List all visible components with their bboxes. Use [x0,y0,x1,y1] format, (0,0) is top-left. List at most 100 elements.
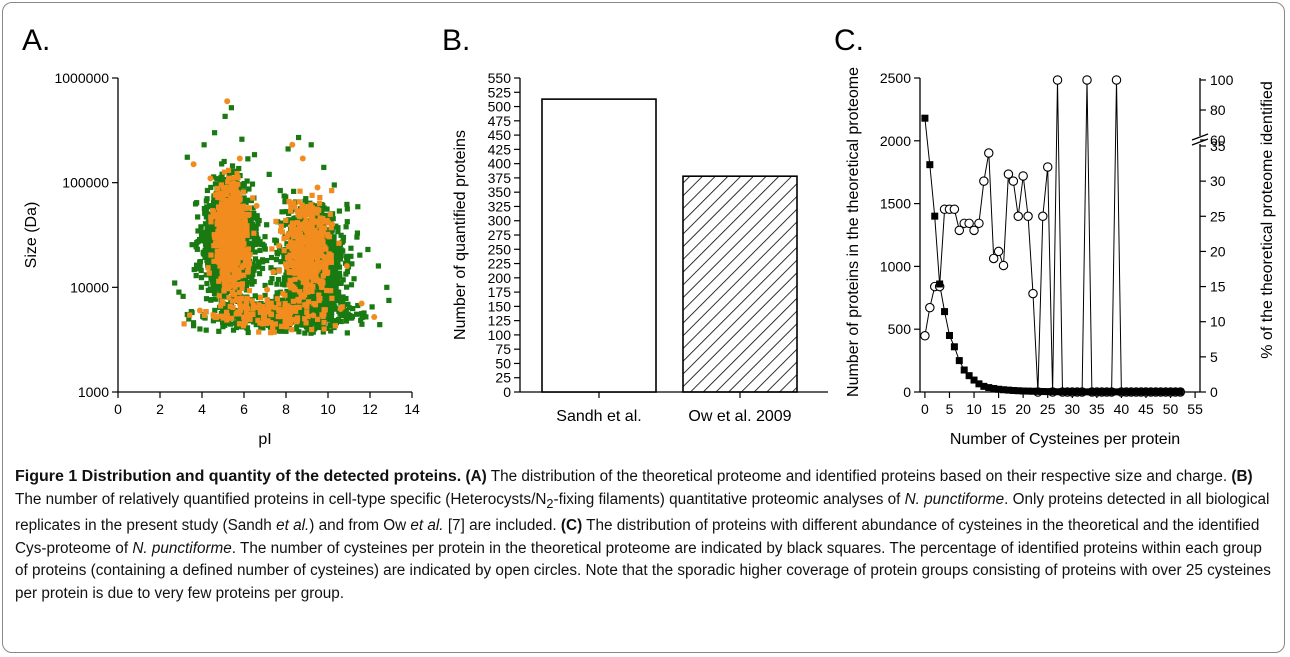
panel-a-green-point [276,317,283,323]
panel-c-right-tick-label: 20 [1210,243,1226,259]
panel-a-green-point [255,221,261,227]
panel-a-green-point [236,165,242,172]
panel-a-orange-point [317,222,323,228]
panel-a-green-point [250,205,256,211]
panel-c-square-marker [1004,386,1012,394]
panel-c-square-marker [960,366,968,374]
panel-a-orange-point [304,309,310,315]
panel-a-green-point [252,293,258,299]
panel-a-x-tick-label: 6 [240,401,248,417]
panel-c-right-tick-label: 15 [1210,279,1226,295]
panel-a-orange-point [343,262,350,269]
panel-a-green-point [262,282,268,289]
panel-a-orange-point [295,260,301,267]
panel-a-orange-point [298,271,304,277]
panel-a-orange-point [227,216,233,222]
panel-a-green-point [305,327,311,333]
panel-a-orange-point [371,314,378,321]
panel-a-orange-point [201,312,208,318]
panel-a-orange-point [242,257,249,264]
panel-a-orange-point [239,285,245,291]
panel-a-green-point [297,307,303,314]
panel-c-square-marker [1083,388,1091,396]
panel-a-green-point [219,161,225,167]
panel-a-orange-point [318,233,325,239]
panel-c-square-marker [990,384,998,392]
panel-c-circle-marker [964,218,974,229]
panel-a-orange-point [239,264,245,270]
panel-a-orange-point [321,326,327,332]
panel-a-orange-point [246,261,253,267]
panel-a-green-point [344,253,350,259]
panel-a-green-point [297,312,303,318]
panel-a-orange-point [307,230,313,237]
panel-a-green-point [333,264,340,270]
panel-a-green-point [212,307,218,314]
panel-a-orange-point [243,205,249,211]
panel-a-orange-point [232,251,238,257]
panel-a-orange-point [294,233,301,239]
panel-a-orange-point [250,311,256,317]
panel-a-orange-point [294,208,300,214]
panel-c-square-marker [1147,388,1155,396]
panel-a-green-point [346,305,352,311]
panel-c-circle-marker [988,253,999,264]
panel-c-circle-marker [969,225,979,236]
panel-a-green-point [255,259,261,266]
panel-c-square-marker [970,376,978,384]
panel-c-square-marker [1152,388,1160,396]
panel-c-circle-marker [974,218,984,229]
panel-a-orange-point [319,246,325,253]
panel-a-orange-point [223,309,230,315]
panel-a-orange-point [218,182,224,188]
panel-a-orange-point [215,194,221,201]
panel-a-green-point [306,324,312,330]
panel-a-orange-point [208,252,214,258]
panel-a-orange-point [274,296,280,302]
panel-a-orange-point [265,303,271,309]
panel-a-green-point [327,317,333,323]
panel-a-orange-point [279,229,285,235]
panel-c-square-marker [1063,388,1071,396]
panel-a-green-point [281,275,288,281]
panel-a-green-point [229,163,236,169]
panel-a-orange-point [251,230,257,236]
panel-a-green-point [212,130,218,136]
panel-c-circle-line [924,79,1181,393]
panel-a-green-point [336,250,342,256]
panel-b-y-tick-label: 250 [488,241,512,257]
panel-b-y-tick-label: 325 [488,198,512,214]
panel-a-orange-point [283,264,290,270]
panel-a-orange-point [237,243,243,249]
panel-a-orange-point [221,203,227,210]
panel-c-right-tick-label: 100 [1210,72,1234,88]
panel-a-green-point [291,215,297,222]
panel-a-green-point [325,266,332,272]
panel-a-orange-point [278,223,284,229]
panel-a-green-point [317,270,323,276]
panel-a-green-point [244,178,250,184]
panel-a-green-point [343,308,349,314]
panel-a-orange-point [218,241,224,247]
panel-a-orange-point [232,209,238,215]
panel-c-square-marker [926,161,934,169]
panel-a-green-point [338,300,344,306]
panel-a-green-point [213,208,219,214]
panel-a-green-point [278,220,284,226]
panel-a-green-point [344,330,350,336]
panel-a-green-point [328,298,334,304]
panel-a-green-point [274,249,280,256]
panel-c-right-tick-label: 35 [1210,138,1226,154]
panel-a-orange-point [231,203,237,210]
panel-a-green-point [329,310,335,316]
panel-a-orange-point [225,286,231,292]
panel-a-green-point [204,187,211,194]
panel-a-green-point [243,282,250,288]
panel-a-green-point [211,279,217,285]
panel-a-orange-point [310,283,316,290]
panel-a-green-point [198,284,204,290]
panel-a-orange-point [229,228,235,234]
panel-a-green-point [329,275,336,282]
panel-a-green-point [261,243,267,249]
panel-a-green-point [343,271,349,277]
